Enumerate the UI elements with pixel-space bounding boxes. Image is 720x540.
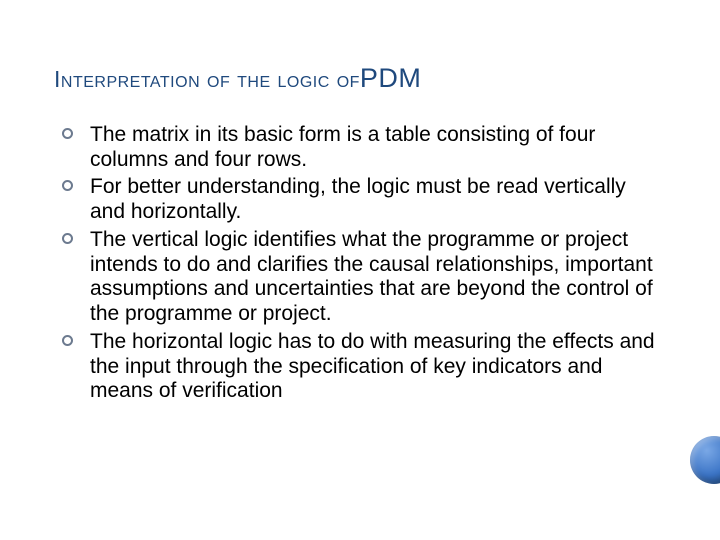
ring-bullet-icon (62, 233, 73, 244)
list-item: For better understanding, the logic must… (60, 175, 666, 225)
ring-bullet-icon (62, 335, 73, 346)
bullet-list: The matrix in its basic form is a table … (54, 123, 666, 404)
bullet-text: The vertical logic identifies what the p… (90, 228, 653, 325)
slide-title: Interpretation of the logic ofPDM (54, 58, 666, 95)
title-pdm-part: PDM (360, 63, 422, 93)
ring-bullet-icon (62, 180, 73, 191)
list-item: The vertical logic identifies what the p… (60, 228, 666, 327)
ring-bullet-icon (62, 128, 73, 139)
title-smallcaps-part: Interpretation of the logic of (54, 66, 360, 92)
decorative-sphere-icon (690, 436, 720, 484)
list-item: The matrix in its basic form is a table … (60, 123, 666, 173)
slide-container: Interpretation of the logic ofPDM The ma… (0, 0, 720, 540)
bullet-text: The horizontal logic has to do with meas… (90, 330, 655, 403)
bullet-text: For better understanding, the logic must… (90, 175, 626, 223)
list-item: The horizontal logic has to do with meas… (60, 330, 666, 404)
bullet-text: The matrix in its basic form is a table … (90, 123, 595, 171)
